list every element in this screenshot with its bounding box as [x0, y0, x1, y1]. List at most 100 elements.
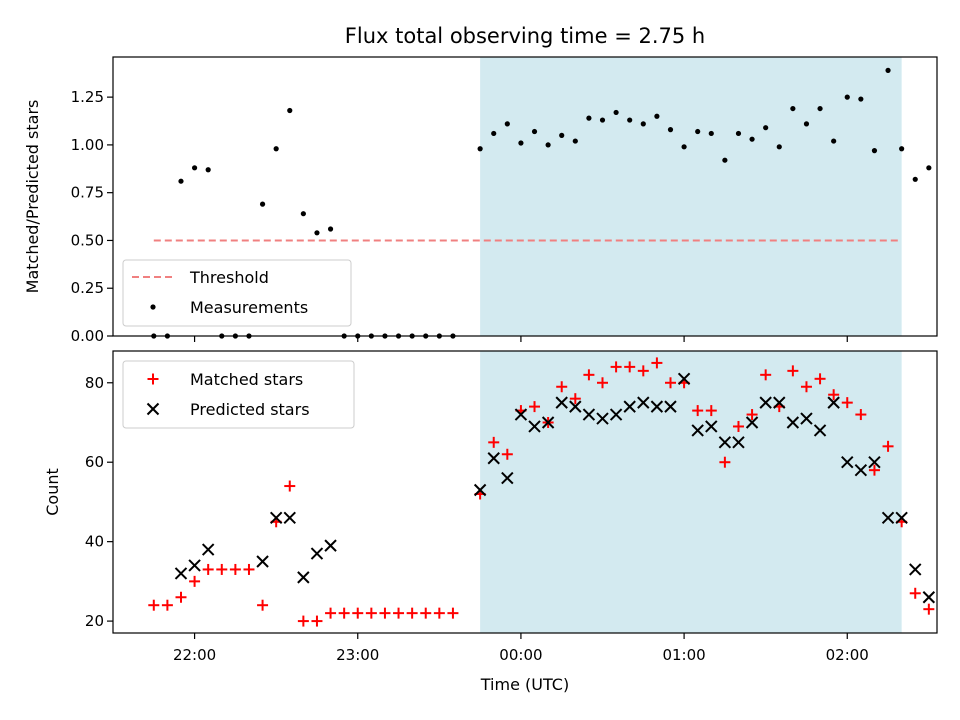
measurement-point — [205, 167, 211, 173]
predicted-star-point — [909, 563, 922, 576]
marker-stroke — [854, 463, 868, 477]
predicted-star-point — [623, 400, 636, 413]
observing-window-shade — [480, 351, 902, 633]
measurement-point — [654, 113, 660, 119]
marker-stroke — [256, 555, 269, 568]
marker-stroke — [705, 420, 718, 433]
measurement-point — [640, 121, 646, 127]
measurement-point — [531, 128, 538, 135]
measurement-point — [613, 109, 619, 116]
predicted-star-point — [487, 452, 500, 465]
bottom-y-tick-label: 40 — [85, 533, 104, 551]
matched-star-point — [420, 607, 432, 619]
top-y-tick-label: 0.00 — [71, 327, 104, 345]
measurement-point — [627, 117, 633, 123]
matched-star-point — [379, 607, 391, 619]
legend-threshold-label: Threshold — [189, 268, 269, 287]
matched-star-point — [814, 373, 826, 385]
matched-star-point — [651, 357, 663, 369]
legend-plus-marker — [147, 373, 159, 385]
matched-star-point — [556, 381, 568, 393]
predicted-star-point — [664, 400, 677, 413]
matched-star-point — [664, 377, 676, 389]
top-y-tick-label: 0.75 — [71, 184, 104, 202]
measurement-point — [191, 165, 198, 171]
bottom-axes-frame — [112, 350, 938, 634]
matched-star-point — [597, 377, 609, 389]
predicted-star-point — [514, 408, 528, 421]
bottom-y-axis-label: Count — [43, 468, 62, 516]
marker-stroke — [582, 408, 596, 421]
marker-stroke — [786, 416, 800, 429]
matched-star-point — [297, 615, 309, 627]
marker-stroke — [759, 396, 772, 409]
measurement-point — [844, 94, 850, 100]
predicted-star-point — [868, 456, 881, 469]
measurement-point — [831, 138, 837, 144]
predicted-star-point — [881, 511, 895, 525]
bottom-y-tick-label: 20 — [85, 612, 104, 630]
predicted-star-point — [283, 511, 296, 525]
marker-stroke — [650, 400, 664, 413]
predicted-star-point — [174, 567, 188, 580]
bottom-y-tick-label: 60 — [85, 453, 104, 471]
top-panel: 0.00 0.25 0.50 0.75 1.00 1.25 Matched/Predict… — [23, 56, 938, 345]
matched-star-point — [719, 456, 731, 468]
marker-stroke — [895, 511, 908, 525]
predicted-star-point — [501, 471, 514, 485]
top-axes-frame — [112, 56, 938, 337]
matched-star-point — [787, 365, 799, 377]
bottom-panel: 20 40 60 80 22:00 23:00 00:00 01:00 02:00 Count… — [43, 350, 938, 694]
predicted-star-point — [609, 408, 623, 421]
predicted-star-point — [677, 372, 691, 386]
predicted-star-point — [786, 416, 800, 429]
measurement-point — [803, 121, 810, 127]
predicted-star-point — [691, 424, 704, 437]
marker-stroke — [881, 511, 895, 525]
predicted-star-point — [637, 396, 650, 409]
matched-star-point — [352, 607, 364, 619]
matched-star-point — [433, 607, 445, 619]
legend-measurements-label: Measurements — [190, 298, 308, 317]
matched-star-point — [216, 563, 228, 575]
matched-star-point — [841, 397, 853, 409]
matched-star-point — [868, 464, 880, 476]
predicted-star-point — [297, 571, 310, 584]
marker-stroke — [868, 456, 881, 469]
matched-star-point — [175, 591, 187, 603]
measurement-point — [858, 96, 864, 102]
predicted-star-point — [569, 400, 582, 413]
measurement-point — [300, 211, 306, 217]
predicted-star-point — [324, 539, 337, 552]
measurement-point — [477, 146, 483, 152]
legend-measurements-swatch — [150, 304, 156, 310]
measurement-point — [667, 127, 674, 133]
marker-stroke — [745, 416, 759, 429]
measurement-point — [749, 136, 755, 142]
matched-star-point — [311, 615, 323, 627]
predicted-star-point — [813, 424, 827, 437]
measurement-point — [559, 132, 565, 138]
bottom-legend-frame — [122, 360, 355, 429]
predicted-star-point — [827, 396, 840, 409]
marker-stroke — [732, 436, 745, 449]
marker-stroke — [487, 452, 500, 465]
x-tick-label: 01:00 — [662, 646, 705, 664]
measurement-point — [763, 125, 769, 131]
matched-star-point — [923, 603, 935, 615]
matched-star-point — [202, 563, 214, 575]
marker-stroke — [324, 539, 337, 552]
legend-predicted-label: Predicted stars — [190, 400, 310, 419]
matched-star-point — [243, 563, 255, 575]
matched-star-point — [447, 607, 459, 619]
marker-stroke — [827, 396, 840, 409]
measurement-point — [776, 144, 782, 150]
marker-stroke — [664, 400, 677, 413]
measurement-point — [572, 138, 578, 144]
marker-stroke — [677, 372, 691, 386]
matched-star-point — [583, 369, 595, 381]
measurement-point — [504, 121, 510, 127]
measurement-point — [722, 157, 728, 163]
marker-stroke — [514, 408, 528, 421]
marker-stroke — [718, 436, 732, 449]
